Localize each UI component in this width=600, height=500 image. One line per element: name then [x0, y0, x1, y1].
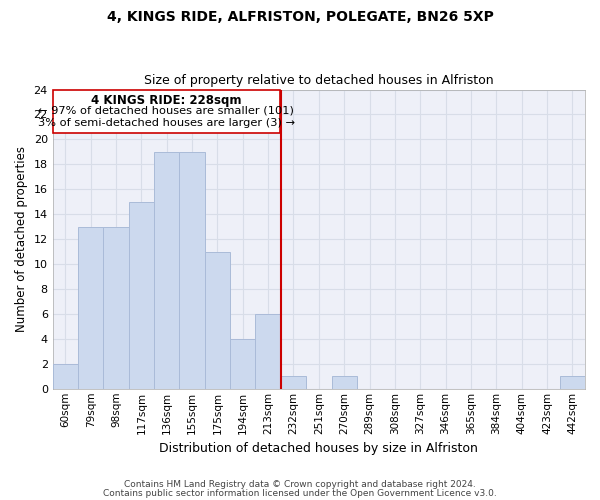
Title: Size of property relative to detached houses in Alfriston: Size of property relative to detached ho… [144, 74, 494, 87]
FancyBboxPatch shape [53, 90, 280, 133]
X-axis label: Distribution of detached houses by size in Alfriston: Distribution of detached houses by size … [160, 442, 478, 455]
Text: Contains public sector information licensed under the Open Government Licence v3: Contains public sector information licen… [103, 488, 497, 498]
Bar [256, 314, 281, 389]
Text: 4, KINGS RIDE, ALFRISTON, POLEGATE, BN26 5XP: 4, KINGS RIDE, ALFRISTON, POLEGATE, BN26… [107, 10, 493, 24]
Bar [129, 202, 154, 389]
Y-axis label: Number of detached properties: Number of detached properties [15, 146, 28, 332]
Text: Contains HM Land Registry data © Crown copyright and database right 2024.: Contains HM Land Registry data © Crown c… [124, 480, 476, 489]
Bar [103, 226, 129, 389]
Bar [230, 339, 256, 389]
Text: 4 KINGS RIDE: 228sqm: 4 KINGS RIDE: 228sqm [91, 94, 241, 107]
Bar [78, 226, 103, 389]
Bar [281, 376, 306, 389]
Bar [154, 152, 179, 389]
Text: ← 97% of detached houses are smaller (101): ← 97% of detached houses are smaller (10… [38, 106, 294, 116]
Bar [53, 364, 78, 389]
Text: 3% of semi-detached houses are larger (3) →: 3% of semi-detached houses are larger (3… [38, 118, 295, 128]
Bar [560, 376, 585, 389]
Bar [205, 252, 230, 389]
Bar [332, 376, 357, 389]
Bar [179, 152, 205, 389]
